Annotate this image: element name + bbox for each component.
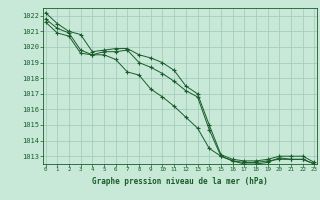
X-axis label: Graphe pression niveau de la mer (hPa): Graphe pression niveau de la mer (hPa) <box>92 177 268 186</box>
